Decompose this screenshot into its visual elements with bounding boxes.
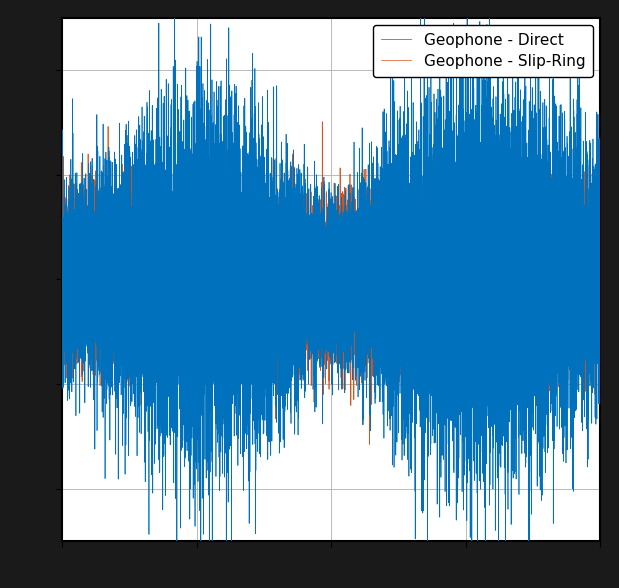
Geophone - Direct (562, 393, 569, 400)
Geophone - Direct (313, 193, 320, 200)
Geophone - Slip-Ring (366, 441, 373, 448)
Geophone - Direct (193, 237, 200, 244)
Geophone - Slip-Ring (404, 350, 412, 357)
Line: Geophone - Slip-Ring: Geophone - Slip-Ring (62, 122, 600, 445)
Geophone - Slip-Ring (319, 118, 326, 125)
Geophone - Slip-Ring (444, 236, 451, 243)
Geophone - Direct (597, 106, 604, 113)
Geophone - Direct (444, 309, 451, 316)
Geophone - Slip-Ring (597, 306, 604, 313)
Legend: Geophone - Direct, Geophone - Slip-Ring: Geophone - Direct, Geophone - Slip-Ring (373, 25, 593, 77)
Geophone - Direct (404, 456, 411, 463)
Geophone - Slip-Ring (562, 313, 569, 320)
Geophone - Slip-Ring (193, 238, 200, 245)
Geophone - Slip-Ring (313, 318, 320, 325)
Geophone - Slip-Ring (384, 254, 391, 261)
Geophone - Slip-Ring (58, 299, 66, 306)
Geophone - Direct (384, 347, 391, 354)
Geophone - Direct (58, 285, 66, 292)
Line: Geophone - Direct: Geophone - Direct (62, 0, 600, 588)
